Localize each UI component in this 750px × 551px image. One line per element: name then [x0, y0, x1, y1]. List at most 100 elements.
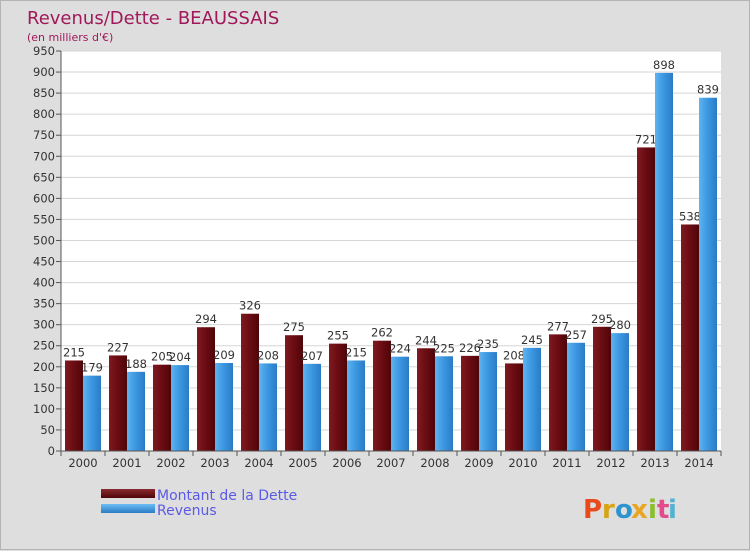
- bar-dette: [417, 348, 435, 451]
- value-label-dette: 208: [503, 348, 525, 362]
- value-label-dette: 275: [283, 320, 305, 334]
- value-label-dette: 215: [63, 345, 85, 359]
- value-label-dette: 227: [107, 340, 129, 354]
- value-label-revenus: 208: [257, 348, 279, 362]
- y-tick-label: 950: [33, 44, 55, 58]
- y-tick-label: 600: [33, 191, 55, 205]
- x-tick-label: 2013: [640, 456, 669, 470]
- value-label-revenus: 257: [565, 328, 587, 342]
- y-tick-label: 450: [33, 255, 55, 269]
- logo-letter: r: [602, 495, 615, 525]
- value-label-revenus: 898: [653, 58, 675, 72]
- value-label-revenus: 235: [477, 337, 499, 351]
- y-tick-label: 550: [33, 212, 55, 226]
- bar-dette: [241, 313, 259, 451]
- bar-revenus: [655, 72, 673, 451]
- value-label-dette: 295: [591, 312, 613, 326]
- x-tick-label: 2010: [508, 456, 537, 470]
- bar-revenus: [215, 363, 233, 451]
- value-label-dette: 326: [239, 299, 261, 313]
- chart-title: Revenus/Dette - BEAUSSAIS: [27, 8, 279, 29]
- value-label-dette: 205: [151, 350, 173, 364]
- value-label-dette: 255: [327, 329, 349, 343]
- y-tick-label: 400: [33, 276, 55, 290]
- y-tick-label: 200: [33, 360, 55, 374]
- bar-revenus: [171, 365, 189, 451]
- value-label-revenus: 839: [697, 83, 719, 97]
- y-tick-label: 800: [33, 107, 55, 121]
- bar-revenus: [567, 342, 585, 451]
- bar-dette: [285, 335, 303, 451]
- x-tick-label: 2011: [552, 456, 581, 470]
- bar-dette: [197, 327, 215, 451]
- value-label-dette: 277: [547, 319, 569, 333]
- y-tick-label: 850: [33, 86, 55, 100]
- y-tick-label: 50: [40, 423, 55, 437]
- bar-dette: [373, 340, 391, 451]
- bar-revenus: [83, 375, 101, 451]
- y-tick-label: 650: [33, 170, 55, 184]
- bar-dette: [549, 334, 567, 451]
- value-label-revenus: 215: [345, 345, 367, 359]
- bar-revenus: [259, 363, 277, 451]
- bar-dette: [505, 363, 523, 451]
- logo-letter: o: [615, 495, 633, 525]
- value-label-dette: 244: [415, 333, 437, 347]
- bar-dette: [329, 343, 347, 451]
- x-tick-label: 2007: [376, 456, 405, 470]
- y-tick-label: 500: [33, 233, 55, 247]
- logo-letter: x: [631, 495, 648, 525]
- logo-letter: P: [583, 495, 602, 525]
- bar-dette: [461, 355, 479, 451]
- y-tick-label: 700: [33, 149, 55, 163]
- bar-revenus: [127, 371, 145, 451]
- x-tick-label: 2001: [112, 456, 141, 470]
- y-tick-label: 250: [33, 339, 55, 353]
- logo-letter: t: [657, 495, 669, 525]
- bar-revenus: [435, 356, 453, 451]
- bar-dette: [637, 147, 655, 451]
- y-tick-label: 100: [33, 402, 55, 416]
- y-tick-label: 900: [33, 65, 55, 79]
- logo-letter: i: [668, 495, 677, 525]
- value-label-revenus: 179: [81, 361, 103, 375]
- value-label-dette: 226: [459, 341, 481, 355]
- bar-revenus: [479, 352, 497, 451]
- y-tick-label: 150: [33, 381, 55, 395]
- bar-dette: [681, 224, 699, 451]
- y-tick-label: 0: [48, 444, 55, 458]
- value-label-revenus: 225: [433, 341, 455, 355]
- legend-label-dette: Montant de la Dette: [157, 488, 297, 504]
- value-label-revenus: 224: [389, 342, 411, 356]
- x-tick-label: 2008: [420, 456, 449, 470]
- x-tick-label: 2005: [288, 456, 317, 470]
- x-axis: 2000 2001 2002 2003 2004 2005 2006 2007 2008 2009…: [60, 450, 722, 470]
- x-tick-label: 2002: [156, 456, 185, 470]
- y-tick-label: 350: [33, 297, 55, 311]
- bar-revenus: [611, 333, 629, 451]
- legend-label-revenus: Revenus: [157, 503, 217, 519]
- bar-dette: [65, 360, 83, 451]
- x-tick-label: 2009: [464, 456, 493, 470]
- bar-revenus: [699, 97, 717, 451]
- chart-subtitle: (en milliers d'€): [27, 31, 113, 44]
- value-label-dette: 294: [195, 312, 217, 326]
- bar-dette: [153, 364, 171, 451]
- value-label-revenus: 204: [169, 350, 191, 364]
- value-label-revenus: 188: [125, 357, 147, 371]
- value-label-revenus: 209: [213, 348, 235, 362]
- legend-swatch-dette: [101, 489, 155, 498]
- y-axis: 0 50 100 150 200 250 300 350 400 450 500 550 600 650 7…: [33, 44, 62, 458]
- x-tick-label: 2000: [68, 456, 97, 470]
- y-tick-label: 300: [33, 318, 55, 332]
- x-tick-label: 2003: [200, 456, 229, 470]
- x-tick-label: 2004: [244, 456, 273, 470]
- bar-revenus: [303, 363, 321, 451]
- value-label-revenus: 280: [609, 318, 631, 332]
- x-tick-label: 2006: [332, 456, 361, 470]
